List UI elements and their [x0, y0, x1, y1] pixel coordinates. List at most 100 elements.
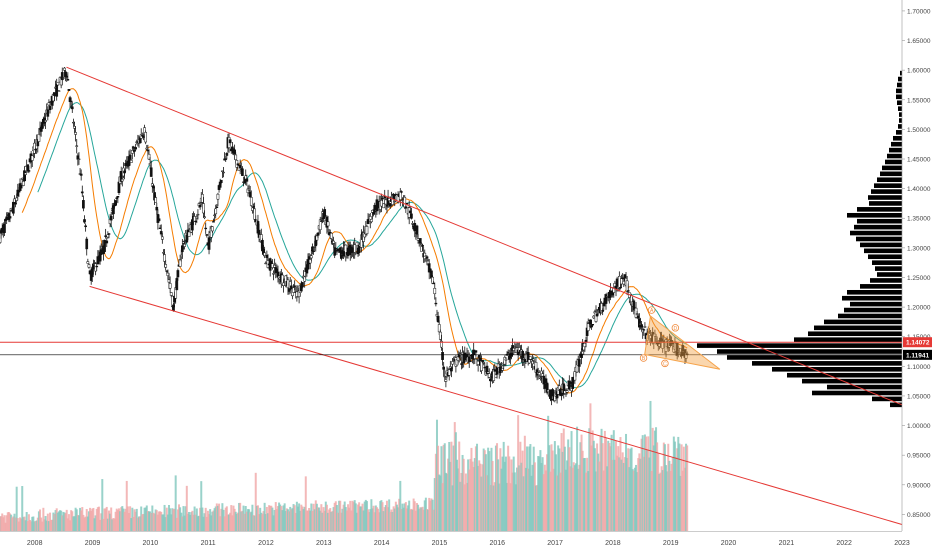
volume-bar — [69, 520, 72, 531]
volume-bar — [539, 450, 542, 531]
volume-bar — [285, 508, 288, 531]
volume-bar — [62, 511, 65, 531]
volume-bar — [280, 506, 283, 531]
volume-bar — [649, 400, 652, 531]
volume-bar — [303, 506, 306, 531]
price-badge-label: 1.11941 — [906, 352, 930, 359]
pattern-triangle — [644, 315, 721, 370]
volume-bar — [198, 515, 201, 531]
volume-bar — [33, 521, 36, 531]
volume-bar — [244, 506, 247, 531]
volume-bar — [666, 471, 669, 531]
candle-body — [355, 242, 359, 247]
volume-bar — [328, 509, 331, 531]
candle-body — [442, 366, 446, 370]
volume-bar — [44, 516, 47, 531]
candle-body — [233, 149, 236, 154]
volume-bar — [86, 516, 89, 531]
volume-bar — [482, 448, 485, 531]
volume-bar — [241, 510, 244, 531]
volume-bar — [422, 509, 425, 531]
volume-profile-bar — [868, 254, 902, 260]
volume-profile-bar — [808, 331, 902, 337]
candle-body — [451, 361, 454, 365]
volume-bar — [362, 510, 365, 531]
volume-bar — [373, 512, 376, 531]
candle-body — [640, 324, 643, 328]
volume-bar — [557, 445, 560, 531]
volume-bar — [233, 508, 236, 531]
candle-body — [642, 329, 646, 331]
volume-bar — [388, 499, 391, 531]
volume-bar — [441, 483, 444, 531]
volume-bar — [608, 443, 611, 531]
candle-body — [474, 350, 478, 353]
volume-bar — [15, 486, 18, 531]
candle-body — [160, 236, 164, 240]
volume-bar — [516, 467, 519, 531]
volume-bar — [61, 515, 64, 531]
volume-bar — [393, 508, 396, 531]
volume-bar — [574, 463, 577, 531]
volume-bar — [357, 504, 360, 531]
volume-bar — [80, 510, 83, 531]
candle-body — [157, 218, 161, 222]
volume-bar — [632, 470, 635, 531]
volume-profile-bar — [812, 390, 902, 396]
volume-bar — [70, 510, 73, 531]
volume-bar — [481, 464, 484, 531]
volume-bar — [76, 514, 79, 531]
pattern-point-marker — [671, 324, 680, 332]
volume-bar — [458, 441, 461, 531]
volume-bar — [473, 458, 476, 531]
volume-bar — [355, 512, 358, 531]
volume-bar — [448, 442, 451, 531]
volume-bar — [143, 507, 146, 531]
volume-bar — [662, 442, 665, 531]
candle-body — [249, 197, 253, 206]
volume-bar — [26, 521, 29, 531]
volume-bar — [600, 428, 603, 531]
volume-bar — [238, 502, 241, 531]
volume-bar — [298, 503, 301, 531]
volume-profile-bar — [824, 319, 902, 325]
volume-bar — [75, 509, 78, 531]
volume-bar — [201, 507, 204, 531]
volume-bar — [10, 514, 13, 531]
candle-body — [144, 132, 148, 143]
volume-bar — [205, 516, 208, 531]
volume-bar — [570, 431, 573, 531]
candle-body — [175, 278, 179, 291]
volume-bar — [556, 475, 559, 531]
candle-body — [595, 313, 599, 317]
volume-bar — [395, 504, 398, 531]
volume-bar — [42, 507, 45, 531]
volume-bar — [526, 446, 529, 531]
volume-bar — [188, 511, 191, 531]
volume-profile-bar — [871, 189, 902, 194]
volume-bar — [676, 448, 679, 531]
y-tick-label: 1.30000 — [907, 245, 931, 252]
volume-profile-bar — [885, 159, 902, 165]
volume-bar — [628, 467, 631, 531]
volume-bar — [440, 446, 443, 531]
volume-bar — [259, 507, 262, 531]
volume-bar — [536, 485, 539, 531]
volume-bar — [635, 464, 638, 531]
pattern-point-marker — [639, 354, 648, 362]
volume-bar — [508, 456, 511, 531]
volume-bar — [123, 511, 126, 531]
volume-bar — [364, 499, 367, 531]
volume-bar — [225, 506, 228, 531]
volume-bar — [263, 502, 266, 531]
candle-body — [84, 225, 87, 228]
volume-profile-bar — [882, 165, 902, 171]
volume-bar — [130, 518, 133, 531]
volume-bar — [208, 514, 211, 531]
volume-bar — [126, 506, 129, 531]
volume-bar — [288, 511, 291, 531]
x-tick-label: 2015 — [432, 540, 448, 547]
volume-bar — [231, 515, 234, 531]
volume-bar — [534, 485, 537, 531]
